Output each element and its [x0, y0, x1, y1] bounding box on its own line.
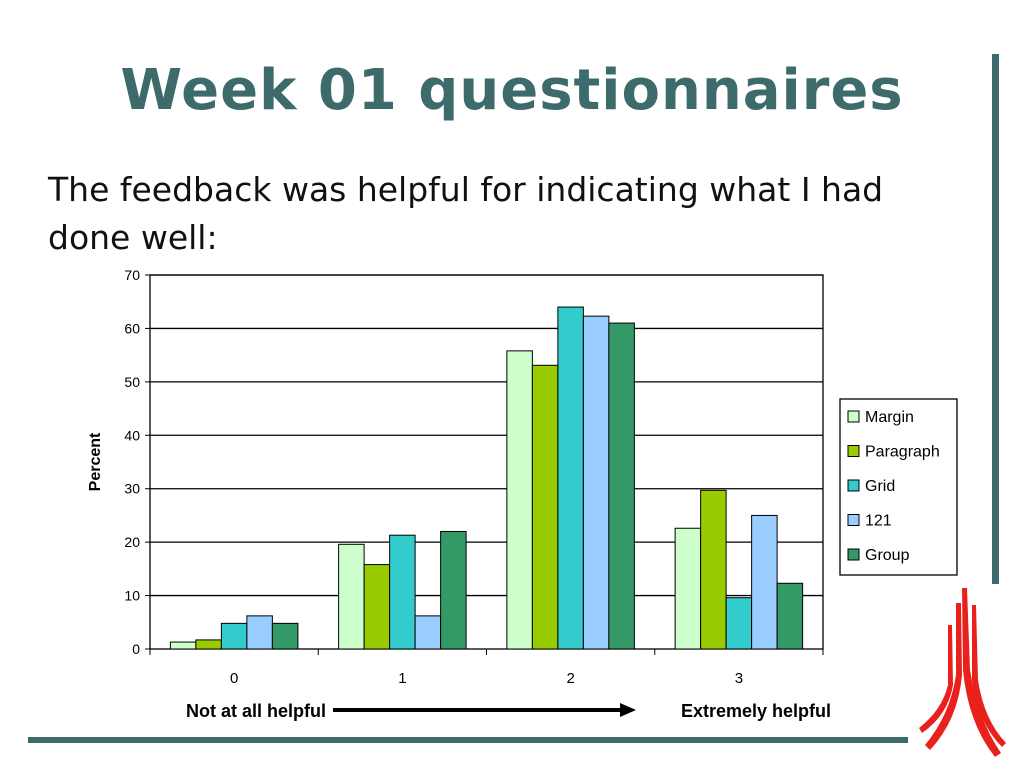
- legend-swatch: [847, 445, 860, 457]
- slide-subtitle: The feedback was helpful for indicating …: [48, 170, 884, 257]
- bar: [674, 527, 702, 650]
- x-tick-label: 1: [398, 670, 406, 687]
- legend-swatch: [847, 479, 860, 492]
- bar: [506, 350, 533, 650]
- y-tick-label: 40: [124, 427, 140, 443]
- legend-swatch: [847, 548, 860, 561]
- scale-left-label: Not at all helpful: [186, 701, 326, 721]
- y-tick-label: 30: [124, 481, 140, 497]
- y-axis-label: Percent: [87, 432, 104, 491]
- y-tick-label: 50: [124, 374, 140, 390]
- bar: [220, 622, 248, 650]
- x-tick-label: 0: [230, 670, 238, 687]
- bar: [557, 306, 584, 650]
- bar: [169, 641, 197, 650]
- y-tick-label: 10: [124, 588, 140, 604]
- bar: [751, 514, 778, 650]
- legend-label: Margin: [865, 409, 914, 426]
- bar: [389, 534, 416, 650]
- x-tick-label: 3: [735, 670, 743, 687]
- bar: [776, 582, 804, 650]
- legend-swatch: [847, 514, 860, 526]
- y-tick-label: 0: [132, 641, 140, 657]
- slide-title: Week 01 questionnaires: [120, 58, 904, 123]
- scale-arrow-head: [620, 703, 636, 717]
- bar: [195, 639, 222, 650]
- bar: [271, 622, 299, 650]
- y-tick-label: 70: [124, 267, 140, 283]
- university-logo: [919, 588, 1006, 757]
- bar: [338, 543, 365, 650]
- bar: [700, 489, 727, 650]
- bar: [363, 564, 391, 650]
- scale-right-label: Extremely helpful: [681, 701, 831, 721]
- x-tick-label: 2: [566, 670, 574, 687]
- bar: [440, 530, 467, 650]
- bottom-accent-bar: [28, 737, 908, 743]
- y-tick-label: 60: [124, 320, 140, 336]
- legend-label: Grid: [865, 478, 895, 495]
- legend-label: Paragraph: [865, 444, 940, 461]
- bar: [608, 322, 635, 650]
- bar: [531, 364, 559, 650]
- legend-swatch: [847, 410, 860, 423]
- bar: [414, 615, 442, 650]
- bar: [246, 615, 273, 650]
- right-accent-bar: [992, 54, 999, 584]
- bar: [725, 597, 753, 650]
- legend-label: 121: [865, 513, 892, 530]
- y-tick-label: 20: [124, 534, 140, 550]
- legend-label: Group: [865, 547, 910, 564]
- bar: [582, 315, 610, 650]
